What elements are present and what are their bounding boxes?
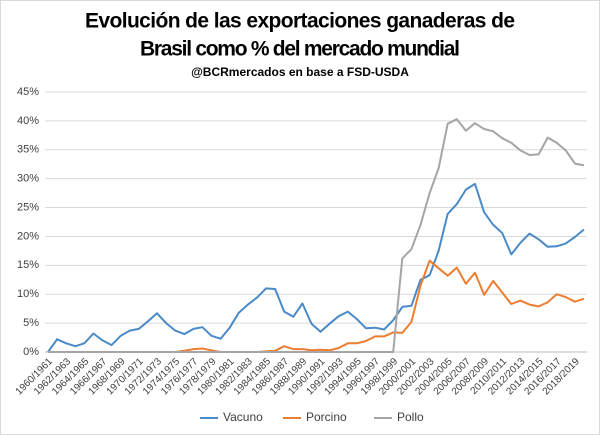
legend-label: Vacuno <box>223 410 263 424</box>
chart-title-line2: Brasil como % del mercado mundial <box>140 38 460 61</box>
chart-title: Evolución de las exportaciones ganaderas… <box>85 10 515 33</box>
y-tick-label: 45% <box>17 86 39 98</box>
y-tick-label: 35% <box>17 144 39 156</box>
y-tick-label: 0% <box>23 346 39 358</box>
chart-subtitle: @BCRmercados en base a FSD-USDA <box>191 65 409 79</box>
y-tick-label: 5% <box>23 317 39 329</box>
y-tick-label: 15% <box>17 259 39 271</box>
y-tick-label: 25% <box>17 201 39 213</box>
y-tick-label: 10% <box>17 288 39 300</box>
series-line <box>47 182 585 353</box>
legend-label: Porcino <box>306 410 347 424</box>
y-tick-label: 30% <box>17 173 39 185</box>
y-tick-label: 40% <box>17 115 39 127</box>
y-tick-label: 20% <box>17 230 39 242</box>
series-line <box>48 118 585 353</box>
legend-label: Pollo <box>397 410 424 424</box>
